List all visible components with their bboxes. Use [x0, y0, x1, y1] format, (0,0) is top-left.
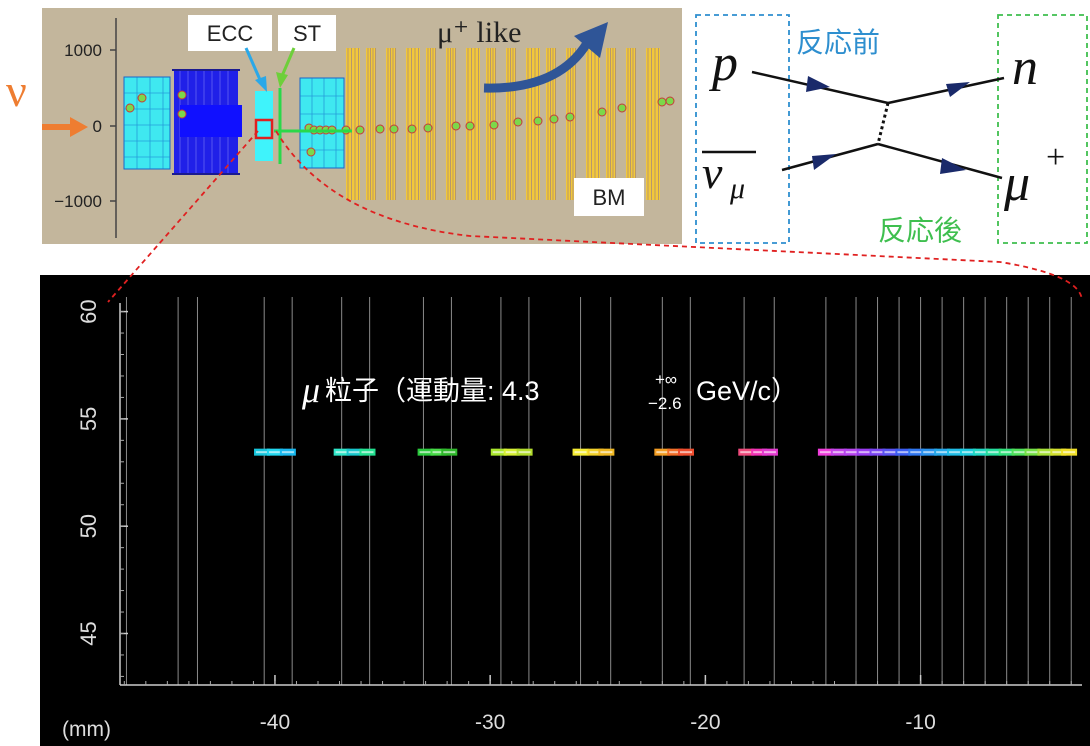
st-pointer-icon [276, 47, 296, 88]
mu-like-label: μ⁺ like [437, 16, 521, 49]
track-hit [597, 107, 607, 117]
x-tick-label: -30 [475, 711, 505, 734]
before-label: 反応前 [796, 27, 880, 58]
x-tick-label: -20 [690, 711, 720, 734]
neutron-label: n [1012, 39, 1038, 96]
muon-label: μ [1003, 155, 1030, 212]
magnet-module [172, 69, 242, 175]
emulsion-plate-lines [125, 297, 1072, 685]
y-tick-label: 50 [76, 514, 101, 538]
y-tick-label: 60 [76, 299, 101, 323]
track-hit [125, 103, 135, 113]
detector-overview: 1000 0 −1000 [42, 8, 682, 244]
st-label: ST [293, 21, 321, 46]
antineutrino-label: ν μ [702, 147, 756, 205]
track-segments [254, 448, 1078, 456]
track-hit [389, 124, 399, 134]
ecc-pointer-icon [244, 47, 267, 92]
track-hit [533, 116, 543, 126]
x-tick-label: -10 [905, 711, 935, 734]
plot-background [40, 275, 1090, 746]
track-hit [665, 96, 675, 106]
st-label-box [278, 15, 336, 51]
track-hit [617, 103, 627, 113]
y-ticks: 45 50 55 60 [76, 299, 128, 646]
downstream-module [299, 77, 345, 169]
ecc-label: ECC [207, 21, 254, 46]
bm-label: BM [593, 185, 626, 210]
bm-plate [426, 48, 436, 200]
track-title-text: 粒子（運動量: 4.3 [325, 376, 540, 406]
track-hit [137, 93, 147, 103]
track-hit [549, 114, 559, 124]
proton-label: p [708, 35, 738, 92]
detector-ytick-0: 0 [93, 117, 102, 136]
after-label: 反応後 [878, 215, 962, 246]
x-ticks: -40 -30 -20 -10 [260, 675, 936, 734]
track-hit [306, 147, 316, 157]
y-tick-label: 45 [76, 621, 101, 645]
muon-charge: + [1046, 139, 1065, 176]
bm-plate [546, 48, 556, 200]
track-title-mu: μ [301, 370, 320, 410]
bm-plate [626, 48, 636, 200]
bm-plate [606, 48, 616, 200]
detector-ytick-minus1000: −1000 [54, 192, 102, 211]
track-hit [375, 124, 385, 134]
neutrino-arrow-icon [42, 117, 88, 137]
track-hit [177, 109, 187, 119]
proton-module [123, 76, 171, 170]
track-hit [565, 112, 575, 122]
bm-plate [446, 48, 456, 200]
x-tick-label: -40 [260, 711, 290, 734]
ecc-module [254, 91, 274, 161]
before-box [695, 14, 790, 244]
detector-ytick-1000: 1000 [64, 41, 102, 60]
mu-direction-arrow-icon [483, 22, 608, 93]
track-hit [355, 125, 365, 135]
antineutrino-subscript: μ [729, 172, 745, 205]
antineutrino-symbol: ν [702, 147, 723, 198]
x-unit-label: (mm) [62, 718, 111, 741]
track-hit [423, 123, 433, 133]
track-zoom-plot: 45 50 55 60 -40 -30 -20 -10 (mm) μ 粒子（運動量: 4.3… [40, 275, 1090, 746]
feynman-diagram: 反応前 反応後 p ν μ n μ + [695, 14, 1088, 246]
ecc-zoom-box [254, 118, 274, 140]
ecc-label-box [188, 15, 272, 51]
track-title-unit: GeV/c） [696, 376, 798, 406]
track-hit [177, 90, 187, 100]
track-hit [513, 117, 523, 127]
track-title-sup: +∞ [655, 370, 677, 389]
track-hit [489, 120, 499, 130]
neutrino-symbol: ν [6, 65, 27, 116]
track-hit [407, 124, 417, 134]
track-hit [465, 121, 475, 131]
w-boson-line [876, 102, 890, 145]
track-hit [451, 121, 461, 131]
track-title-sub: −2.6 [648, 394, 682, 413]
track-hit [657, 97, 667, 107]
bm-plate [566, 48, 576, 200]
bm-plate [366, 48, 376, 200]
minor-ticks [120, 311, 1072, 685]
bm-plate [386, 48, 396, 200]
y-tick-label: 55 [76, 407, 101, 431]
bm-plate [506, 48, 516, 200]
